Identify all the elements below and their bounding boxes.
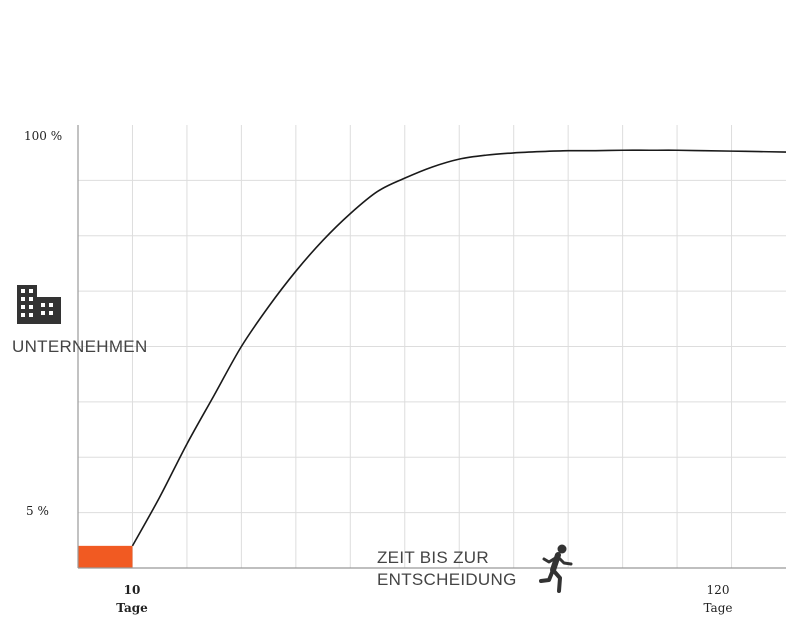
x-tick-start-value: 10: [124, 583, 141, 597]
highlight-block: [78, 545, 133, 568]
building-icon: [17, 285, 61, 324]
y-tick-top-label: 100 %: [24, 129, 62, 143]
x-tick-start-unit: Tage: [116, 601, 148, 615]
running-person-icon: [539, 544, 573, 593]
x-tick-end-value: 120: [707, 583, 730, 597]
y-axis-title: UNTERNEHMEN: [12, 337, 148, 356]
series-line: [131, 149, 787, 547]
chart-grid: [78, 125, 786, 568]
y-tick-bottom-label: 5 %: [26, 504, 49, 518]
x-tick-end-unit: Tage: [703, 601, 732, 615]
chart-series: [131, 149, 787, 547]
x-axis-title-line2: ENTSCHEIDUNG: [377, 570, 517, 589]
x-axis-title-line1: ZEIT BIS ZUR: [377, 548, 489, 567]
